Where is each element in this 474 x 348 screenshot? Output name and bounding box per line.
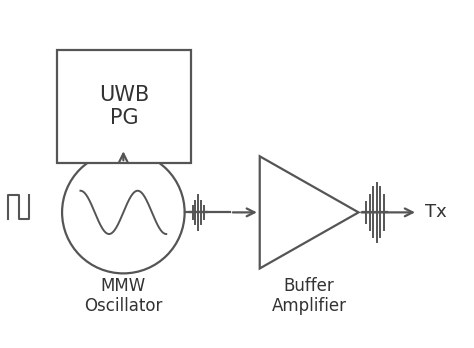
Text: Buffer
Amplifier: Buffer Amplifier	[272, 277, 346, 315]
Polygon shape	[260, 156, 358, 268]
Circle shape	[62, 151, 184, 274]
Text: Tx: Tx	[425, 203, 447, 221]
Text: UWB
PG: UWB PG	[99, 85, 149, 128]
Text: MMW
Oscillator: MMW Oscillator	[84, 277, 163, 315]
Bar	[57, 50, 191, 163]
